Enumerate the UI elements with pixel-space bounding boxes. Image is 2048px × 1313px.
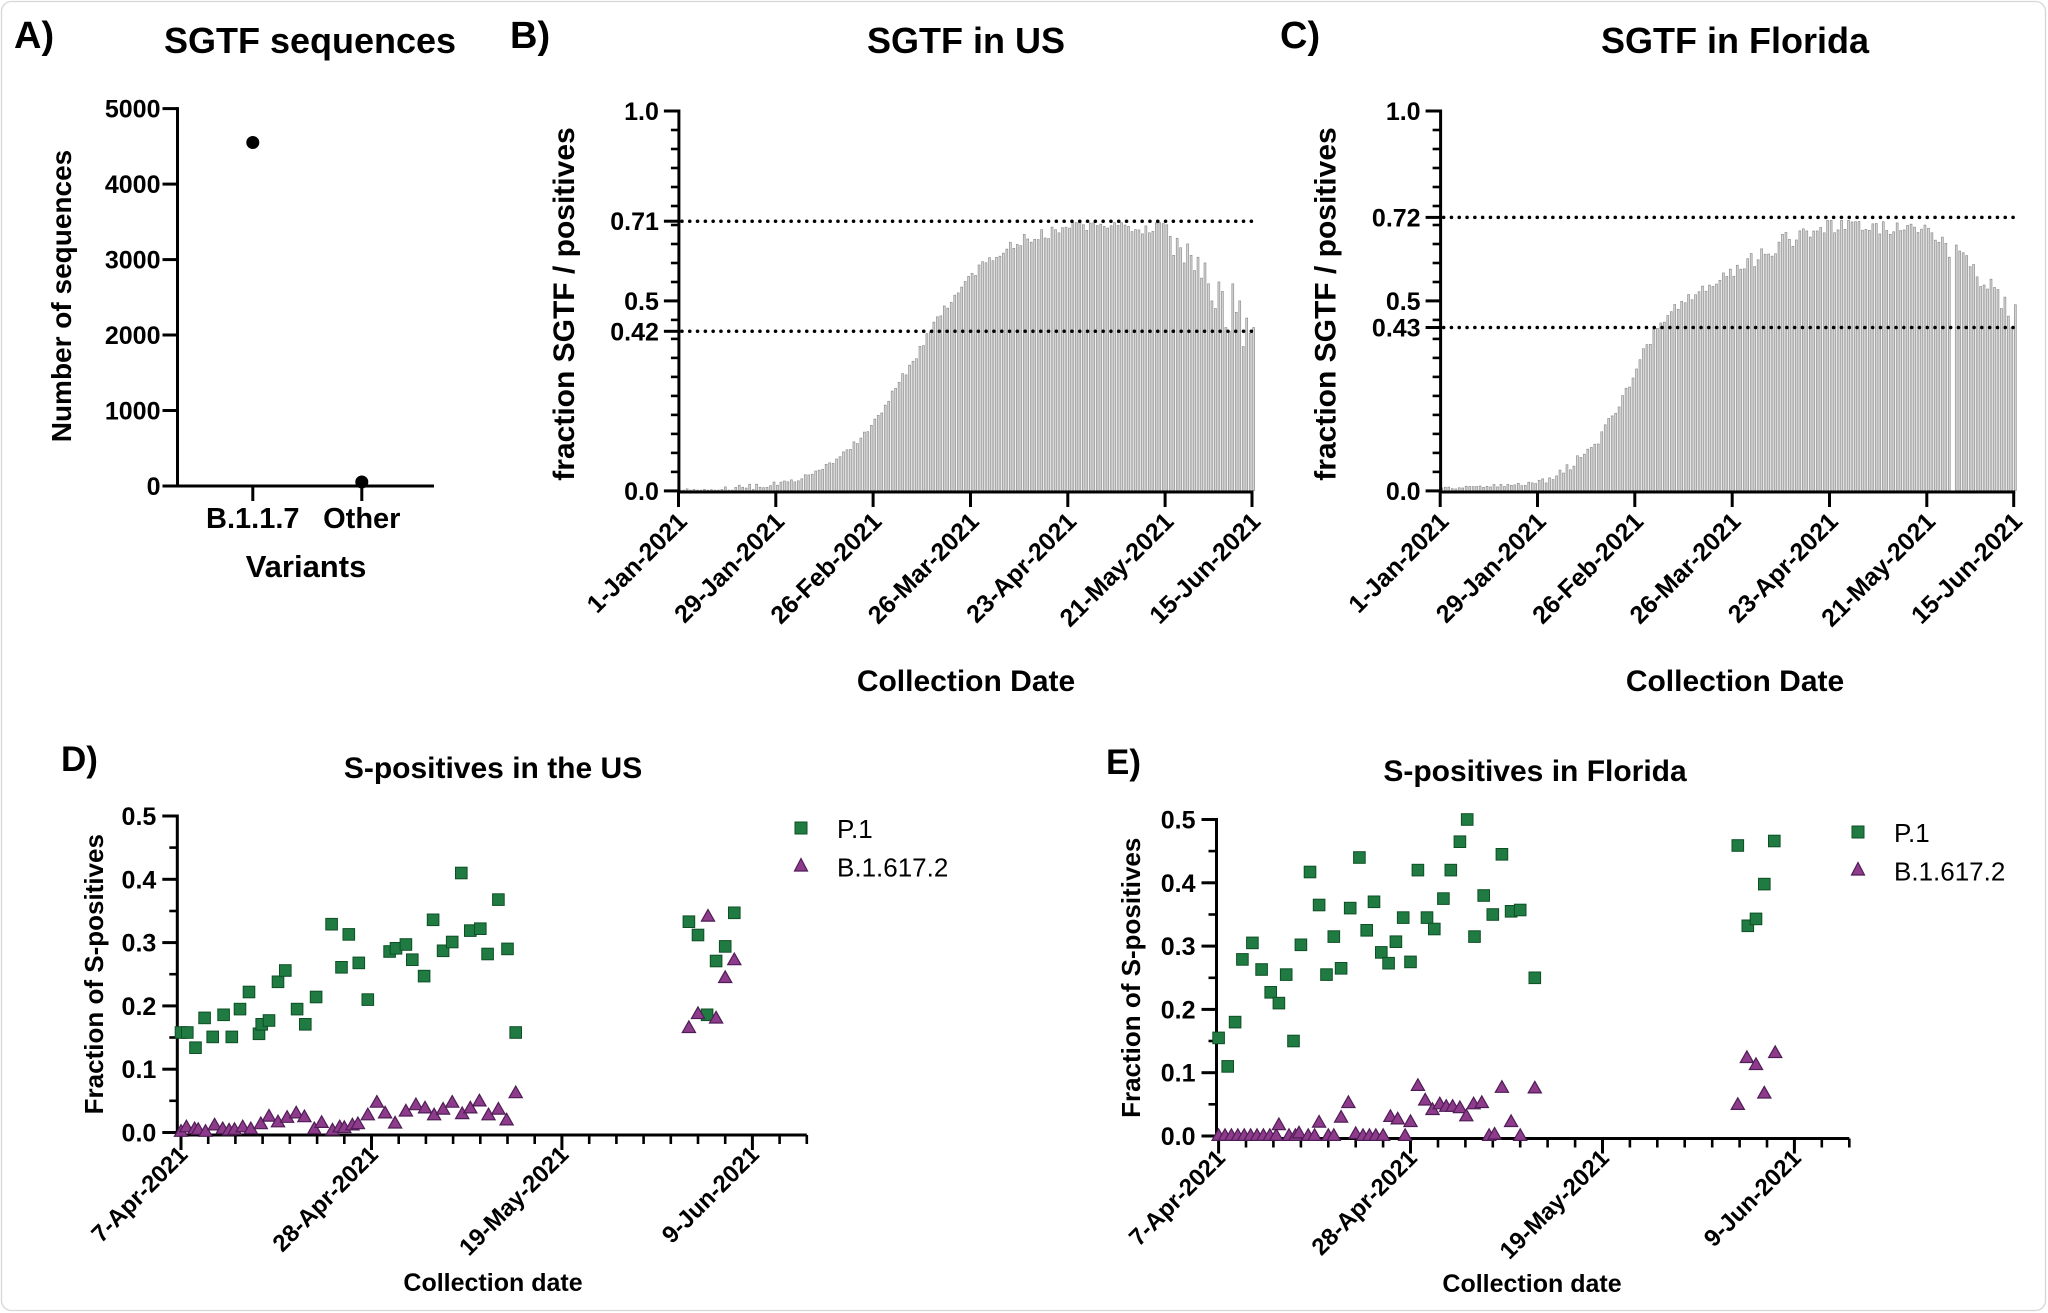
- svg-text:SGTF sequences: SGTF sequences: [164, 20, 456, 61]
- svg-text:0: 0: [147, 473, 161, 501]
- svg-text:Other: Other: [323, 503, 400, 535]
- svg-text:0.3: 0.3: [1161, 933, 1196, 961]
- svg-text:Fraction of S-positives: Fraction of S-positives: [79, 834, 109, 1114]
- svg-text:Fraction of S-positives: Fraction of S-positives: [1116, 838, 1146, 1118]
- svg-text:B): B): [510, 15, 550, 57]
- svg-text:Number of sequences: Number of sequences: [46, 150, 77, 443]
- svg-text:0.72: 0.72: [1372, 204, 1421, 232]
- svg-text:1000: 1000: [105, 398, 161, 426]
- svg-text:fraction SGTF / positives: fraction SGTF / positives: [1310, 127, 1343, 480]
- svg-text:E): E): [1106, 743, 1141, 782]
- svg-text:0.2: 0.2: [122, 993, 157, 1021]
- svg-text:A): A): [14, 15, 54, 57]
- svg-text:0.0: 0.0: [624, 478, 659, 506]
- svg-text:0.1: 0.1: [122, 1056, 157, 1084]
- svg-text:1.0: 1.0: [1386, 98, 1421, 126]
- svg-text:0.0: 0.0: [1161, 1123, 1196, 1151]
- svg-text:0.5: 0.5: [624, 288, 659, 316]
- svg-text:0.42: 0.42: [610, 318, 659, 346]
- svg-text:0.5: 0.5: [1161, 807, 1196, 835]
- svg-text:5000: 5000: [105, 96, 161, 124]
- svg-text:1.0: 1.0: [624, 98, 659, 126]
- svg-text:SGTF in US: SGTF in US: [867, 20, 1065, 61]
- svg-text:3000: 3000: [105, 247, 161, 275]
- svg-text:B.1.617.2: B.1.617.2: [1894, 857, 2005, 887]
- svg-text:fraction SGTF / positives: fraction SGTF / positives: [548, 127, 581, 480]
- svg-text:B.1.617.2: B.1.617.2: [837, 853, 948, 883]
- svg-text:S-positives in the US: S-positives in the US: [344, 752, 642, 785]
- svg-text:0.4: 0.4: [1161, 870, 1196, 898]
- svg-text:C): C): [1280, 15, 1320, 57]
- svg-text:Collection Date: Collection Date: [857, 665, 1075, 698]
- svg-text:0.0: 0.0: [122, 1120, 157, 1148]
- svg-text:2000: 2000: [105, 322, 161, 350]
- svg-text:0.5: 0.5: [122, 803, 157, 831]
- svg-text:4000: 4000: [105, 171, 161, 199]
- svg-text:S-positives in Florida: S-positives in Florida: [1383, 755, 1687, 788]
- svg-text:P.1: P.1: [1894, 818, 1930, 848]
- svg-text:Collection date: Collection date: [1442, 1270, 1621, 1298]
- svg-text:0.71: 0.71: [610, 208, 659, 236]
- svg-text:P.1: P.1: [837, 814, 873, 844]
- svg-text:0.0: 0.0: [1386, 478, 1421, 506]
- svg-text:Variants: Variants: [246, 549, 367, 584]
- svg-text:D): D): [61, 740, 98, 779]
- svg-text:0.2: 0.2: [1161, 996, 1196, 1024]
- svg-text:B.1.1.7: B.1.1.7: [206, 503, 299, 535]
- svg-text:Collection date: Collection date: [403, 1269, 582, 1297]
- svg-text:0.1: 0.1: [1161, 1060, 1196, 1088]
- svg-text:Collection Date: Collection Date: [1626, 665, 1844, 698]
- svg-text:0.5: 0.5: [1386, 288, 1421, 316]
- svg-text:0.3: 0.3: [122, 930, 157, 958]
- svg-text:0.43: 0.43: [1372, 315, 1421, 343]
- svg-text:SGTF in Florida: SGTF in Florida: [1601, 20, 1870, 61]
- svg-text:0.4: 0.4: [122, 866, 157, 894]
